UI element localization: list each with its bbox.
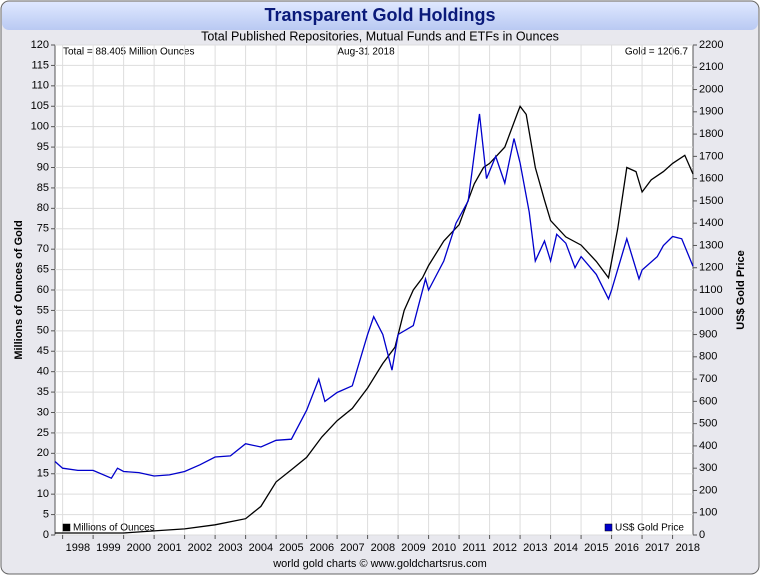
- annotation: Total = 88.405 Million Ounces: [63, 47, 194, 58]
- y-tick-label: 55: [37, 304, 49, 316]
- y2-tick-label: 1200: [699, 262, 723, 274]
- y2-tick-label: 0: [699, 529, 705, 541]
- y2-tick-label: 300: [699, 462, 717, 474]
- y2-tick-label: 2100: [699, 61, 723, 73]
- x-tick-label: 2008: [371, 542, 395, 554]
- x-tick-label: 1998: [66, 542, 90, 554]
- y-tick-label: 5: [43, 508, 49, 520]
- y2-tick-label: 100: [699, 507, 717, 519]
- y-tick-label: 0: [43, 529, 49, 541]
- y-tick-label: 120: [31, 39, 49, 51]
- x-tick-label: 2002: [188, 542, 212, 554]
- x-tick-label: 1999: [96, 542, 120, 554]
- subtitle: Total Published Repositories, Mutual Fun…: [201, 29, 559, 43]
- y-tick-label: 15: [37, 468, 49, 480]
- title-bar: [2, 2, 758, 30]
- data-line: [54, 113, 694, 480]
- y-tick-label: 20: [37, 447, 49, 459]
- y2-tick-label: 2200: [699, 39, 723, 51]
- x-tick-label: 2013: [523, 542, 547, 554]
- x-tick-label: 2005: [279, 542, 303, 554]
- y2-tick-label: 1500: [699, 195, 723, 207]
- y-tick-label: 100: [31, 121, 49, 133]
- y-tick-label: 60: [37, 284, 49, 296]
- annotation: Aug-31 2018: [337, 47, 395, 58]
- y2-tick-label: 800: [699, 351, 717, 363]
- y2-tick-label: 1900: [699, 106, 723, 118]
- grid: [55, 44, 693, 536]
- y-tick-label: 75: [37, 223, 49, 235]
- x-tick-label: 2009: [401, 542, 425, 554]
- y-tick-label: 115: [31, 59, 49, 71]
- x-tick-label: 2012: [493, 542, 517, 554]
- data-line: [55, 104, 694, 534]
- y-tick-label: 45: [37, 345, 49, 357]
- annotation: Gold = 1206.7: [625, 47, 689, 58]
- x-tick-label: 2004: [249, 542, 273, 554]
- y2-tick-label: 1100: [699, 284, 723, 296]
- y-axis-label: Millions of Ounces of Gold: [13, 220, 25, 359]
- y-tick-label: 10: [37, 488, 49, 500]
- x-tick-label: 2000: [127, 542, 151, 554]
- x-tick-label: 2018: [676, 542, 700, 554]
- y-tick-label: 65: [37, 263, 49, 275]
- y-tick-label: 95: [37, 141, 49, 153]
- x-tick-label: 2017: [645, 542, 669, 554]
- y2-tick-label: 1700: [699, 150, 723, 162]
- x-tick-label: 2003: [218, 542, 242, 554]
- x-tick-label: 2010: [432, 542, 456, 554]
- y2-tick-label: 1600: [699, 173, 723, 185]
- x-tick-label: 2011: [463, 542, 487, 554]
- legend-swatch: [604, 523, 613, 532]
- chart-title: Transparent Gold Holdings: [264, 5, 495, 25]
- footer: world gold charts © www.goldchartsrus.co…: [272, 558, 487, 570]
- legend-label: Millions of Ounces: [73, 523, 155, 534]
- y2-tick-label: 1300: [699, 239, 723, 251]
- y2-tick-label: 500: [699, 418, 717, 430]
- y-tick-label: 110: [31, 80, 49, 92]
- y2-tick-label: 1800: [699, 128, 723, 140]
- y-tick-label: 35: [37, 386, 49, 398]
- y2-tick-label: 1000: [699, 306, 723, 318]
- x-tick-label: 2015: [584, 542, 608, 554]
- x-tick-label: 2016: [615, 542, 639, 554]
- y-tick-label: 30: [37, 406, 49, 418]
- y2-tick-label: 2000: [699, 83, 723, 95]
- x-tick-label: 2014: [554, 542, 578, 554]
- legend-label: US$ Gold Price: [615, 523, 684, 534]
- y2-tick-label: 400: [699, 440, 717, 452]
- y2-axis-label: US$ Gold Price: [735, 250, 747, 329]
- y-tick-label: 80: [37, 202, 49, 214]
- x-tick-label: 2001: [157, 542, 181, 554]
- y-tick-label: 40: [37, 366, 49, 378]
- y-tick-label: 50: [37, 325, 49, 337]
- y2-tick-label: 900: [699, 328, 717, 340]
- y2-tick-label: 600: [699, 395, 717, 407]
- y-tick-label: 90: [37, 161, 49, 173]
- lines: [54, 104, 694, 534]
- y2-tick-label: 200: [699, 484, 717, 496]
- y-tick-label: 25: [37, 427, 49, 439]
- y-tick-label: 105: [31, 100, 49, 112]
- x-tick-label: 2007: [340, 542, 364, 554]
- y-tick-label: 85: [37, 182, 49, 194]
- y2-tick-label: 1400: [699, 217, 723, 229]
- legend-swatch: [62, 523, 71, 532]
- y-tick-label: 70: [37, 243, 49, 255]
- y2-tick-label: 700: [699, 373, 717, 385]
- x-tick-label: 2006: [310, 542, 334, 554]
